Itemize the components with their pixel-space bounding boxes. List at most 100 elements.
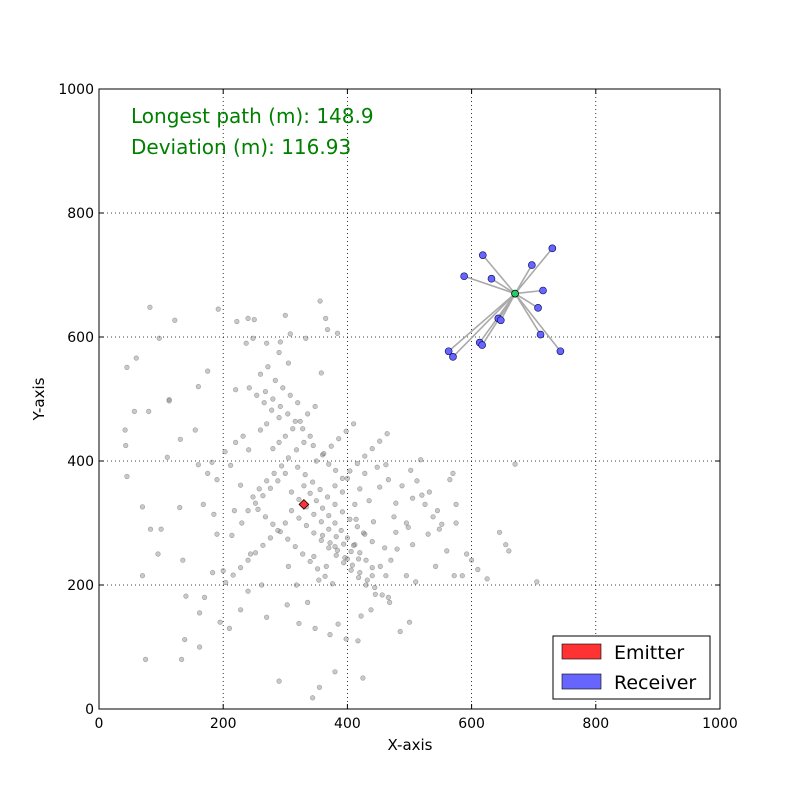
plot-background	[99, 89, 720, 709]
cloud-point	[124, 473, 130, 480]
cloud-point	[310, 479, 316, 485]
cloud-point	[254, 392, 260, 398]
cloud-point	[387, 599, 393, 605]
cloud-point	[370, 519, 377, 525]
annotation-longest-path: Longest path (m): 148.9	[131, 104, 374, 128]
receiver-point	[444, 347, 453, 356]
cloud-point	[139, 573, 146, 579]
cloud-point	[434, 508, 441, 514]
receiver-point	[548, 244, 557, 253]
receiver-point	[528, 261, 536, 269]
cloud-point	[307, 558, 313, 565]
cloud-point	[362, 453, 368, 459]
cloud-point	[288, 508, 295, 514]
cloud-point	[419, 492, 425, 498]
cloud-point	[447, 477, 453, 483]
cloud-point	[295, 400, 301, 406]
cloud-point	[351, 421, 357, 427]
x-axis-label: X-axis	[388, 736, 433, 754]
cloud-point	[393, 500, 399, 506]
cloud-point	[192, 427, 198, 433]
cloud-point	[324, 494, 331, 500]
point-cloud	[122, 298, 540, 701]
cloud-point	[267, 535, 273, 541]
cloud-point	[363, 582, 369, 588]
cloud-point	[316, 684, 323, 690]
receiver-points	[444, 244, 565, 361]
cloud-point	[379, 592, 385, 598]
cloud-point	[285, 563, 292, 570]
cloud-point	[156, 335, 162, 341]
receiver-point	[449, 353, 457, 361]
x-tick-label: 200	[210, 716, 237, 732]
cloud-point	[333, 534, 339, 540]
cloud-point	[313, 498, 319, 504]
cloud-point	[339, 509, 346, 515]
cloud-point	[394, 546, 400, 552]
cloud-point	[282, 433, 288, 439]
cloud-point	[377, 563, 383, 570]
cloud-point	[403, 573, 409, 579]
cloud-point	[247, 551, 254, 557]
cloud-point	[257, 371, 264, 377]
y-tick-label: 600	[67, 330, 94, 346]
cloud-point	[362, 531, 368, 537]
cloud-point	[372, 584, 378, 591]
y-tick-label: 0	[85, 702, 94, 718]
cloud-point	[333, 552, 339, 558]
cloud-point	[177, 436, 183, 442]
cloud-point	[226, 625, 233, 632]
receiver-point	[539, 286, 547, 295]
cloud-point	[363, 557, 369, 563]
cloud-point	[326, 526, 332, 532]
cloud-point	[342, 555, 348, 561]
cloud-point	[250, 335, 256, 341]
cloud-point	[430, 514, 436, 520]
cloud-point	[205, 368, 211, 374]
cloud-point	[245, 557, 251, 563]
cloud-point	[285, 455, 292, 461]
cloud-point	[307, 490, 313, 496]
cloud-point	[385, 594, 391, 601]
cloud-point	[322, 573, 328, 579]
receiver-point	[534, 304, 542, 312]
cloud-point	[317, 486, 323, 493]
cloud-point	[147, 526, 154, 532]
cloud-point	[349, 562, 355, 568]
cloud-point	[347, 516, 353, 522]
cloud-point	[327, 540, 333, 546]
x-tick-label: 0	[95, 716, 104, 732]
cloud-point	[332, 501, 338, 508]
cloud-point	[245, 508, 251, 514]
cloud-point	[377, 484, 383, 490]
cloud-point	[215, 306, 221, 312]
cloud-point	[319, 532, 326, 539]
cloud-point	[296, 515, 302, 521]
cloud-point	[410, 542, 416, 548]
receiver-path	[463, 275, 516, 295]
cloud-point	[197, 610, 203, 616]
x-tick-label: 400	[334, 716, 361, 732]
cloud-point	[272, 377, 278, 384]
cloud-point	[326, 461, 332, 467]
cloud-point	[317, 298, 323, 304]
cloud-point	[147, 304, 153, 310]
tick-labels: 0 200 400 600 800 1000 0 200 400 600 800 1000	[58, 82, 737, 732]
cloud-point	[287, 331, 293, 337]
annotation-deviation: Deviation (m): 116.93	[131, 135, 351, 159]
cloud-point	[245, 588, 251, 594]
legend-swatch-emitter	[561, 643, 602, 660]
y-tick-label: 200	[67, 578, 94, 594]
cloud-point	[369, 538, 375, 545]
cloud-point	[239, 520, 245, 526]
cloud-point	[234, 318, 240, 325]
cloud-point	[332, 520, 338, 526]
cloud-point	[195, 384, 201, 390]
cloud-point	[422, 501, 428, 508]
cloud-point	[123, 442, 129, 449]
cloud-point	[183, 593, 189, 599]
legend-label-emitter: Emitter	[614, 642, 684, 664]
cloud-point	[220, 568, 226, 574]
cloud-point	[243, 340, 249, 346]
cloud-point	[311, 511, 317, 517]
